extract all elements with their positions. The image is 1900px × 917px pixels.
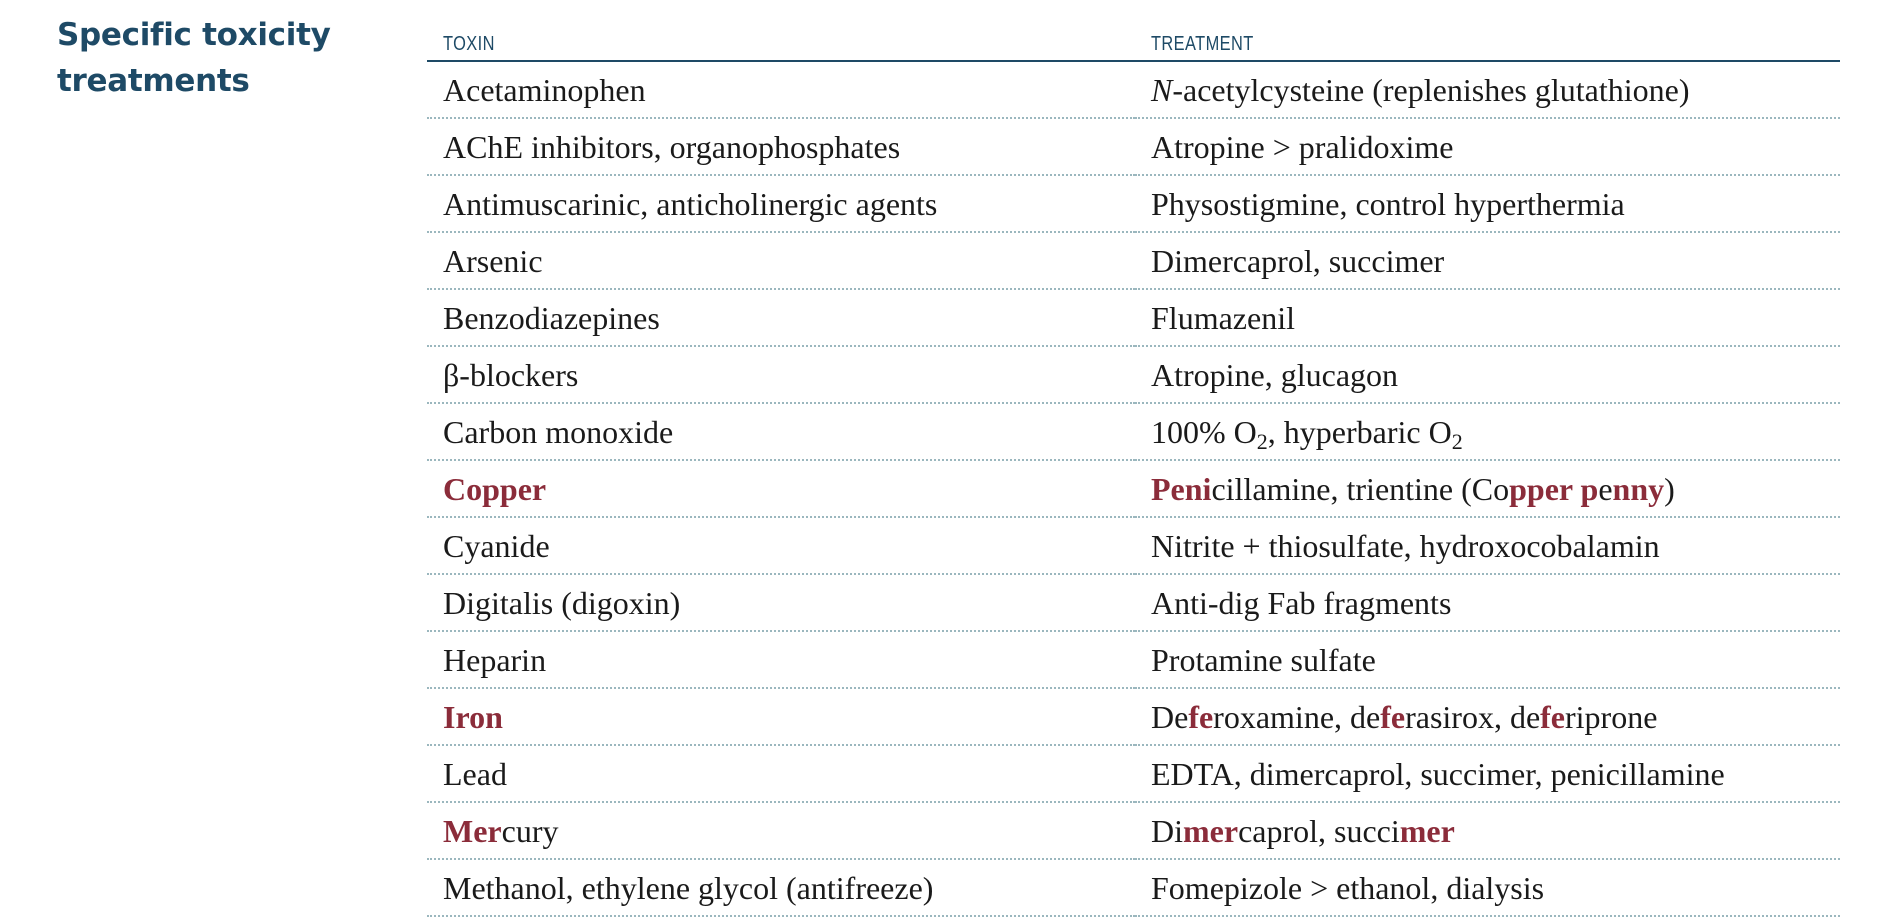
table-row: Cyanide Nitrite + thiosulfate, hydroxocob…	[427, 517, 1840, 575]
toxin-cell: Carbon monoxide	[427, 403, 1135, 461]
table-row: Antimuscarinic, anticholinergic agents Ph…	[427, 175, 1840, 233]
treatment-cell: 100% O2, hyperbaric O2	[1135, 403, 1840, 461]
toxin-cell: Benzodiazepines	[427, 289, 1135, 347]
table-row: AChE inhibitors, organophosphates Atropin…	[427, 118, 1840, 176]
treatment-cell: Atropine, glucagon	[1135, 346, 1840, 404]
toxicity-table-container: TOXIN TREATMENT Acetaminophen N-acetylcys…	[427, 18, 1840, 917]
table-row: Digitalis (digoxin) Anti-dig Fab fragment…	[427, 574, 1840, 632]
table-row: Arsenic Dimercaprol, succimer	[427, 232, 1840, 290]
treatment-cell: Flumazenil	[1135, 289, 1840, 347]
header-treatment: TREATMENT	[1135, 18, 1840, 62]
table-body: Acetaminophen N-acetylcysteine (replenish…	[427, 61, 1840, 917]
treatment-cell: Penicillamine, trientine (Copper penny)	[1135, 460, 1840, 518]
treatment-cell: Fomepizole > ethanol, dialysis	[1135, 859, 1840, 917]
section-title-line1: Specific toxicity	[57, 17, 331, 53]
table-row: Lead EDTA, dimercaprol, succimer, penicil…	[427, 745, 1840, 803]
header-toxin: TOXIN	[427, 18, 1135, 62]
toxin-cell: Arsenic	[427, 232, 1135, 290]
table-row: Carbon monoxide 100% O2, hyperbaric O2	[427, 403, 1840, 461]
header-row: TOXIN TREATMENT	[427, 18, 1840, 62]
toxin-cell: Mercury	[427, 802, 1135, 860]
toxin-cell: Lead	[427, 745, 1135, 803]
treatment-cell: EDTA, dimercaprol, succimer, penicillami…	[1135, 745, 1840, 803]
table-header: TOXIN TREATMENT	[427, 18, 1840, 62]
treatment-cell: N-acetylcysteine (replenishes glutathion…	[1135, 61, 1840, 119]
treatment-cell: Physostigmine, control hyperthermia	[1135, 175, 1840, 233]
toxin-cell: β-blockers	[427, 346, 1135, 404]
toxin-cell: Digitalis (digoxin)	[427, 574, 1135, 632]
section-title: Specific toxicity treatments	[57, 12, 377, 104]
treatment-cell: Anti-dig Fab fragments	[1135, 574, 1840, 632]
toxin-cell: Acetaminophen	[427, 61, 1135, 119]
table-row: β-blockers Atropine, glucagon	[427, 346, 1840, 404]
table-row: Mercury Dimercaprol, succimer	[427, 802, 1840, 860]
toxin-cell: Copper	[427, 460, 1135, 518]
section-title-line2: treatments	[57, 63, 250, 99]
treatment-cell: Deferoxamine, deferasirox, deferiprone	[1135, 688, 1840, 746]
table-row: Methanol, ethylene glycol (antifreeze) Fo…	[427, 859, 1840, 917]
toxin-cell: Iron	[427, 688, 1135, 746]
toxin-cell: Heparin	[427, 631, 1135, 689]
toxin-cell: Antimuscarinic, anticholinergic agents	[427, 175, 1135, 233]
table-row: Heparin Protamine sulfate	[427, 631, 1840, 689]
table-row: Benzodiazepines Flumazenil	[427, 289, 1840, 347]
table-row: Copper Penicillamine, trientine (Copper p…	[427, 460, 1840, 518]
toxin-cell: Cyanide	[427, 517, 1135, 575]
toxicity-treatments-table: TOXIN TREATMENT Acetaminophen N-acetylcys…	[427, 18, 1840, 917]
header-treatment-label: TREATMENT	[1151, 33, 1254, 55]
table-row: Iron Deferoxamine, deferasirox, deferipro…	[427, 688, 1840, 746]
toxin-cell: Methanol, ethylene glycol (antifreeze)	[427, 859, 1135, 917]
table-row: Acetaminophen N-acetylcysteine (replenish…	[427, 61, 1840, 119]
treatment-cell: Atropine > pralidoxime	[1135, 118, 1840, 176]
treatment-cell: Dimercaprol, succimer	[1135, 802, 1840, 860]
treatment-cell: Nitrite + thiosulfate, hydroxocobalamin	[1135, 517, 1840, 575]
treatment-cell: Dimercaprol, succimer	[1135, 232, 1840, 290]
treatment-cell: Protamine sulfate	[1135, 631, 1840, 689]
toxin-cell: AChE inhibitors, organophosphates	[427, 118, 1135, 176]
header-toxin-label: TOXIN	[443, 33, 495, 55]
